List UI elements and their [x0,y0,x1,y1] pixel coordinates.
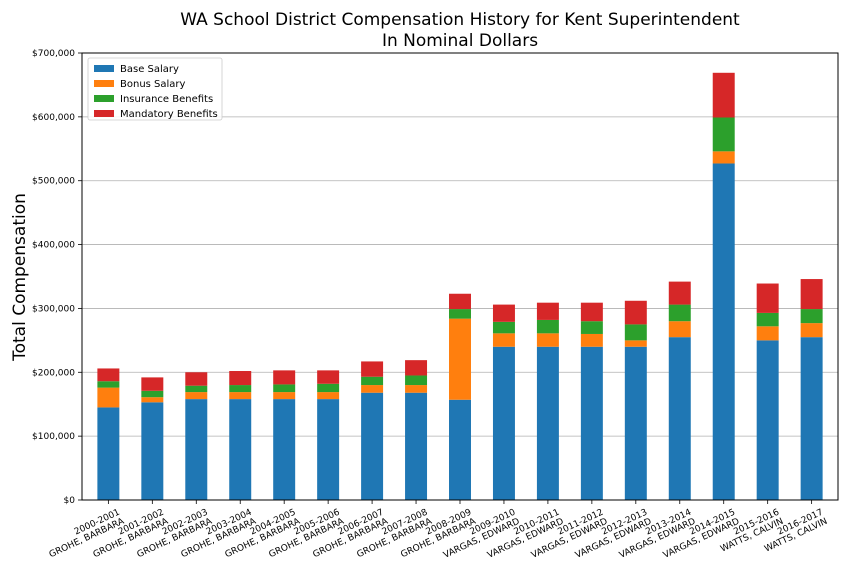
bar-segment-base-salary [800,337,823,500]
bar-segment-base-salary [624,346,647,500]
bar-segment-bonus-salary [405,385,428,393]
bar-segment-insurance-benefits [492,321,515,334]
legend-entry: Base Salary [120,64,179,75]
bar-segment-base-salary [229,399,252,500]
bar-segment-insurance-benefits [141,390,164,398]
chart-subtitle: In Nominal Dollars [382,31,538,51]
bar-segment-mandatory-benefits [624,300,647,325]
bar-segment-insurance-benefits [800,309,823,324]
bar-segment-bonus-salary [756,326,779,341]
bar-segment-bonus-salary [712,151,735,164]
legend-frame [87,57,223,121]
y-axis-ticks: $0 $100,000 $200,000 $300,000 $400,000 $500,0… [32,49,82,506]
bar-segment-insurance-benefits [229,385,252,393]
y-tick-label: $700,000 [32,49,75,59]
bar-segment-mandatory-benefits [536,302,559,320]
bar-segment-mandatory-benefits [405,360,428,376]
bar-segment-base-salary [141,402,164,500]
bar-segment-base-salary [668,337,691,500]
y-tick-label: $500,000 [32,177,75,187]
bar-segment-mandatory-benefits [185,372,208,386]
bar-segment-insurance-benefits [185,385,208,393]
legend-swatch [94,110,114,117]
bar-segment-insurance-benefits [273,384,296,393]
bar-segment-insurance-benefits [756,312,779,327]
bar-segment-base-salary [273,399,296,500]
legend-swatch [94,80,114,87]
legend-entry: Bonus Salary [120,79,186,90]
bar-segment-mandatory-benefits [668,281,691,305]
legend-entry: Insurance Benefits [120,94,213,105]
bar-segment-mandatory-benefits [361,361,384,377]
bar-segment-bonus-salary [536,333,559,347]
bar-segment-bonus-salary [449,318,471,400]
bar-segment-insurance-benefits [405,375,428,386]
bar-segment-mandatory-benefits [756,283,779,313]
bar-segment-bonus-salary [624,340,647,347]
y-tick-label: $0 [64,496,76,506]
bar-segment-mandatory-benefits [317,370,340,384]
bar-segment-base-salary [361,392,384,500]
bar-segment-insurance-benefits [624,324,647,341]
bar-segment-mandatory-benefits [712,72,735,118]
bar-segment-mandatory-benefits [97,368,120,382]
chart-title: WA School District Compensation History … [180,10,740,30]
y-tick-label: $200,000 [32,368,75,378]
legend-swatch [94,65,114,72]
bar-segment-bonus-salary [229,392,252,400]
bar-segment-bonus-salary [273,392,296,400]
bar-layer [97,72,823,501]
bar-segment-mandatory-benefits [800,279,823,310]
bar-segment-mandatory-benefits [273,370,296,385]
bar-segment-insurance-benefits [317,383,340,393]
bar-segment-base-salary [449,399,471,500]
legend: Base Salary Bonus Salary Insurance Benefit… [87,57,223,121]
bar-segment-insurance-benefits [449,309,471,319]
bar-segment-bonus-salary [492,333,515,347]
bar-segment-insurance-benefits [712,117,735,152]
bar-segment-insurance-benefits [668,304,691,322]
bar-segment-bonus-salary [141,397,164,403]
y-tick-label: $600,000 [32,113,75,123]
y-axis-label: Total Compensation [10,193,30,362]
bar-segment-base-salary [580,346,603,500]
bar-segment-bonus-salary [668,321,691,338]
legend-swatch [94,95,114,102]
bar-segment-base-salary [97,407,120,500]
bar-segment-bonus-salary [317,392,340,400]
bar-segment-bonus-salary [800,323,823,338]
bar-segment-base-salary [492,346,515,500]
x-tick-label: 2000-2001GROHE, BARBARA [44,507,127,560]
legend-entry: Mandatory Benefits [120,109,218,120]
bar-segment-mandatory-benefits [492,304,515,322]
bar-segment-bonus-salary [185,392,208,400]
bar-segment-insurance-benefits [97,381,120,388]
bar-segment-bonus-salary [361,385,384,393]
bar-segment-mandatory-benefits [580,302,603,322]
bar-segment-bonus-salary [580,333,603,347]
bar-segment-bonus-salary [97,387,120,408]
bar-segment-insurance-benefits [536,319,559,334]
bar-segment-mandatory-benefits [229,371,252,386]
y-tick-label: $300,000 [32,304,75,314]
y-tick-label: $100,000 [32,432,75,442]
bar-segment-insurance-benefits [361,376,384,386]
bar-segment-base-salary [185,399,208,500]
bar-segment-base-salary [405,392,428,500]
y-tick-label: $400,000 [32,241,75,251]
bar-segment-insurance-benefits [580,321,603,334]
bar-segment-base-salary [317,399,340,500]
bar-segment-base-salary [712,163,735,501]
bar-segment-base-salary [536,346,559,500]
bar-segment-mandatory-benefits [449,293,471,310]
bar-segment-base-salary [756,340,779,500]
bar-segment-mandatory-benefits [141,377,164,391]
